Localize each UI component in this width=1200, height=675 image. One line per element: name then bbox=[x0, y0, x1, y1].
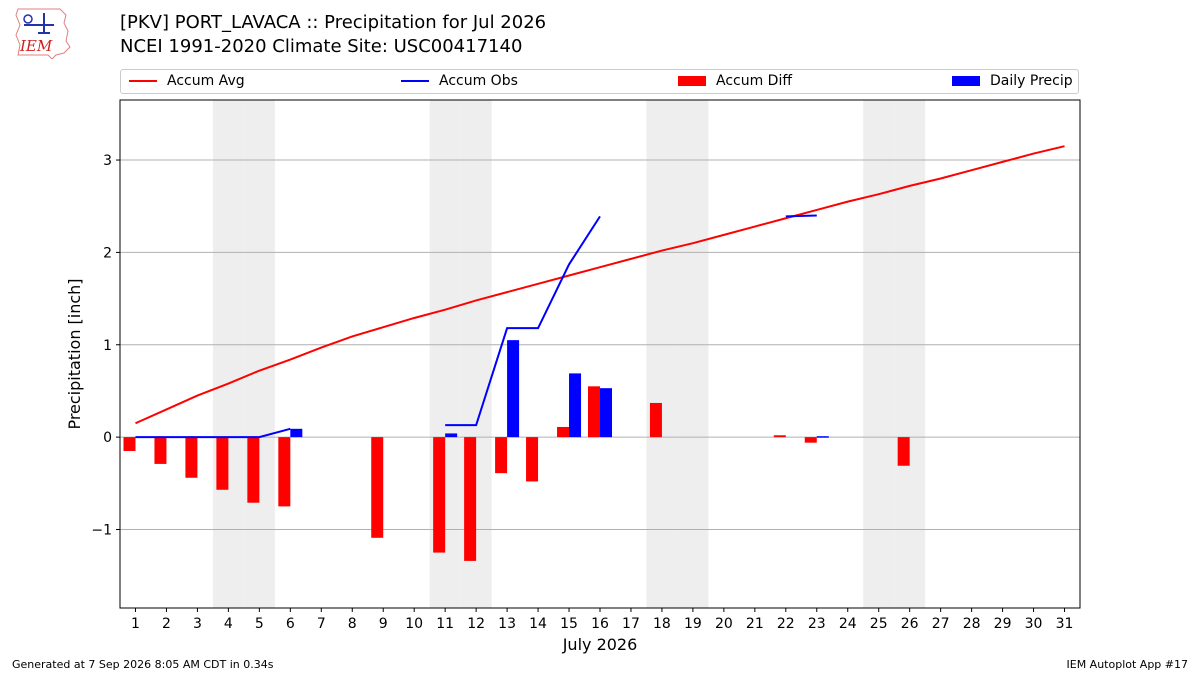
daily-precip-bar-day-11 bbox=[445, 433, 458, 438]
x-tick-label-5: 5 bbox=[255, 616, 264, 632]
x-tick-label-23: 23 bbox=[808, 616, 826, 632]
legend-swatch-accum-diff bbox=[678, 76, 706, 86]
app-label: IEM Autoplot App #17 bbox=[1066, 658, 1189, 671]
legend-swatch-accum-avg bbox=[129, 80, 157, 82]
x-tick-label-28: 28 bbox=[963, 616, 981, 632]
x-tick-label-29: 29 bbox=[994, 616, 1012, 632]
legend-swatch-daily-precip bbox=[952, 76, 980, 86]
legend-swatch-accum-obs bbox=[401, 80, 429, 82]
x-tick-label-14: 14 bbox=[529, 616, 547, 632]
x-tick-label-24: 24 bbox=[839, 616, 857, 632]
x-tick-label-26: 26 bbox=[901, 616, 919, 632]
accum-diff-bar-day-5 bbox=[247, 437, 260, 503]
chart-subtitle: NCEI 1991-2020 Climate Site: USC00417140 bbox=[120, 36, 523, 57]
accum-obs-line-segment-2 bbox=[445, 215, 601, 427]
accum-diff-bar-day-12 bbox=[464, 437, 477, 561]
daily-precip-bar-day-13 bbox=[507, 340, 520, 438]
y-tick-label-3: 3 bbox=[103, 153, 112, 169]
x-tick-label-8: 8 bbox=[348, 616, 357, 632]
x-tick-label-9: 9 bbox=[379, 616, 388, 632]
chart-legend: Accum Avg Accum Obs Accum Diff Daily Pre… bbox=[120, 69, 1079, 94]
x-tick-label-27: 27 bbox=[932, 616, 950, 632]
daily-precip-bar-day-23 bbox=[816, 436, 829, 438]
x-tick-label-16: 16 bbox=[591, 616, 609, 632]
accum-avg-line bbox=[135, 145, 1065, 425]
chart-title: [PKV] PORT_LAVACA :: Precipitation for J… bbox=[120, 12, 547, 33]
accum-diff-bar-day-23 bbox=[804, 437, 817, 443]
x-tick-label-18: 18 bbox=[653, 616, 671, 632]
x-tick-label-17: 17 bbox=[622, 616, 640, 632]
legend-item-accum-obs: Accum Obs bbox=[401, 73, 518, 89]
x-tick-label-12: 12 bbox=[467, 616, 485, 632]
weekend-shade-day-4 bbox=[212, 100, 244, 608]
accum-obs-line-segment-1 bbox=[135, 427, 291, 439]
generated-timestamp: Generated at 7 Sep 2026 8:05 AM CDT in 0… bbox=[12, 658, 274, 671]
accum-obs-line-segment-3 bbox=[785, 214, 817, 218]
accum-diff-bar-day-16 bbox=[588, 386, 600, 438]
legend-item-accum-avg: Accum Avg bbox=[129, 73, 245, 89]
accum-diff-bar-day-14 bbox=[526, 437, 539, 482]
legend-label-accum-avg: Accum Avg bbox=[167, 73, 245, 89]
weekend-shade-day-25 bbox=[863, 100, 895, 608]
accum-diff-bar-day-6 bbox=[278, 437, 291, 507]
weekend-shade-day-5 bbox=[243, 100, 275, 608]
accum-diff-bar-day-15 bbox=[557, 426, 570, 438]
y-tick-label-0: 0 bbox=[103, 430, 112, 446]
x-tick-label-2: 2 bbox=[162, 616, 171, 632]
x-tick-label-7: 7 bbox=[317, 616, 326, 632]
x-tick-label-22: 22 bbox=[777, 616, 795, 632]
x-tick-label-15: 15 bbox=[560, 616, 578, 632]
y-tick-label--1: −1 bbox=[91, 522, 112, 538]
accum-diff-bar-day-11 bbox=[433, 437, 446, 553]
legend-label-daily-precip: Daily Precip bbox=[990, 73, 1073, 89]
logo-text: IEM bbox=[19, 37, 53, 55]
y-tick-label-2: 2 bbox=[103, 245, 112, 261]
daily-precip-bar-day-15 bbox=[569, 373, 582, 438]
x-tick-label-10: 10 bbox=[405, 616, 423, 632]
x-tick-label-11: 11 bbox=[436, 616, 454, 632]
legend-item-daily-precip: Daily Precip bbox=[952, 73, 1073, 89]
x-tick-label-31: 31 bbox=[1056, 616, 1074, 632]
x-tick-label-25: 25 bbox=[870, 616, 888, 632]
legend-label-accum-diff: Accum Diff bbox=[716, 73, 793, 89]
x-tick-label-30: 30 bbox=[1025, 616, 1043, 632]
accum-diff-bar-day-9 bbox=[371, 437, 384, 538]
accum-diff-bar-day-18 bbox=[649, 402, 662, 438]
x-tick-label-13: 13 bbox=[498, 616, 516, 632]
daily-precip-bar-day-6 bbox=[290, 428, 303, 438]
accum-diff-bar-day-3 bbox=[185, 437, 198, 478]
accum-diff-bar-day-2 bbox=[154, 437, 167, 464]
y-axis-label: Precipitation [inch] bbox=[65, 278, 84, 429]
weekend-shade-day-26 bbox=[894, 100, 926, 608]
x-tick-label-1: 1 bbox=[131, 616, 140, 632]
accum-diff-bar-day-1 bbox=[123, 437, 136, 451]
x-axis-label: July 2026 bbox=[562, 635, 638, 654]
iem-logo: IEM bbox=[15, 8, 71, 59]
accum-diff-bar-day-26 bbox=[897, 437, 910, 466]
x-tick-label-20: 20 bbox=[715, 616, 733, 632]
x-tick-label-19: 19 bbox=[684, 616, 702, 632]
x-tick-label-6: 6 bbox=[286, 616, 295, 632]
x-tick-label-21: 21 bbox=[746, 616, 764, 632]
y-tick-label-1: 1 bbox=[103, 338, 112, 354]
accum-diff-bar-day-13 bbox=[495, 437, 508, 474]
x-tick-label-3: 3 bbox=[193, 616, 202, 632]
daily-precip-bar-day-16 bbox=[600, 388, 612, 438]
x-tick-label-4: 4 bbox=[224, 616, 233, 632]
legend-label-accum-obs: Accum Obs bbox=[439, 73, 518, 89]
weekend-shade-day-19 bbox=[677, 100, 709, 608]
accum-diff-bar-day-22 bbox=[773, 435, 786, 438]
accum-diff-bar-day-4 bbox=[216, 437, 229, 490]
weekend-shade-day-18 bbox=[646, 100, 678, 608]
legend-item-accum-diff: Accum Diff bbox=[678, 73, 792, 89]
